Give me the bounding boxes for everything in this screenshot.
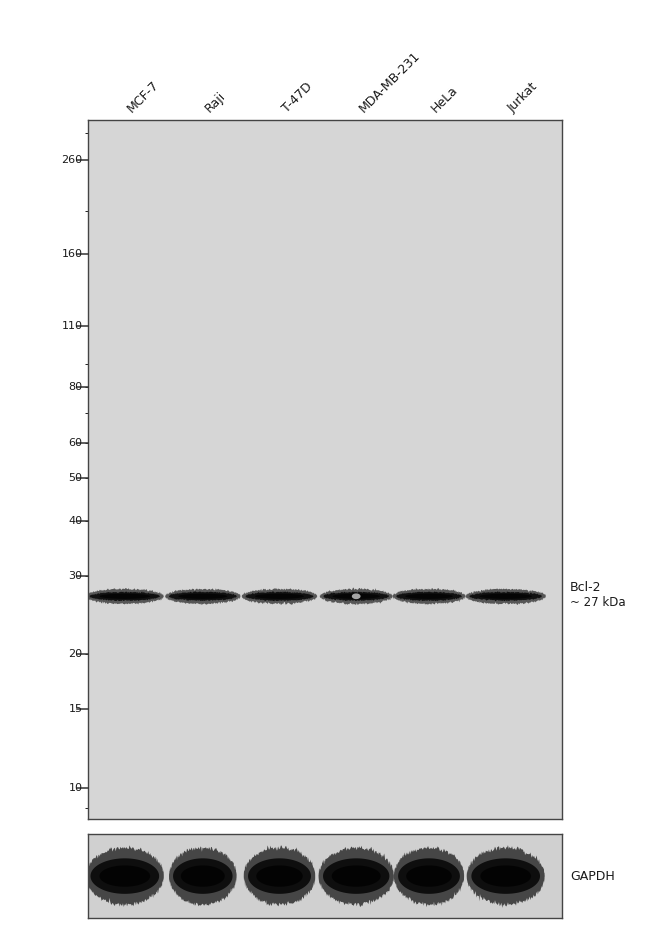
Polygon shape (242, 589, 317, 605)
Polygon shape (323, 858, 389, 894)
Text: HeLa: HeLa (429, 84, 461, 115)
Polygon shape (352, 593, 361, 599)
Polygon shape (480, 593, 532, 599)
Polygon shape (244, 845, 315, 906)
Polygon shape (480, 866, 531, 886)
Polygon shape (173, 858, 233, 894)
Polygon shape (246, 591, 313, 602)
Polygon shape (255, 593, 304, 599)
Text: 260: 260 (61, 155, 83, 165)
Polygon shape (406, 866, 452, 886)
Polygon shape (99, 866, 150, 886)
Polygon shape (90, 858, 159, 894)
Text: GAPDH: GAPDH (570, 870, 615, 883)
Polygon shape (86, 588, 164, 605)
Polygon shape (398, 858, 460, 894)
Polygon shape (324, 592, 389, 601)
Polygon shape (99, 593, 150, 599)
Polygon shape (396, 592, 462, 601)
Polygon shape (467, 845, 545, 908)
Text: 110: 110 (62, 321, 83, 331)
Polygon shape (169, 846, 237, 906)
Text: 80: 80 (68, 382, 83, 393)
Polygon shape (465, 589, 546, 605)
Text: 50: 50 (68, 472, 83, 483)
Polygon shape (394, 846, 464, 907)
Text: T-47D: T-47D (280, 81, 315, 115)
Polygon shape (393, 588, 465, 605)
Polygon shape (469, 592, 542, 601)
Text: Jurkat: Jurkat (506, 81, 541, 115)
Polygon shape (320, 588, 393, 605)
Text: MCF-7: MCF-7 (125, 79, 162, 115)
Text: 15: 15 (68, 704, 83, 715)
Text: MDA-MB-231: MDA-MB-231 (356, 50, 422, 115)
Polygon shape (256, 866, 303, 886)
Polygon shape (333, 593, 380, 599)
Polygon shape (165, 589, 240, 605)
Polygon shape (406, 593, 452, 599)
Text: Bcl-2: Bcl-2 (570, 581, 601, 594)
Polygon shape (471, 858, 540, 894)
Polygon shape (248, 858, 311, 894)
Text: ~ 27 kDa: ~ 27 kDa (570, 596, 626, 609)
Text: 60: 60 (68, 438, 83, 448)
Polygon shape (90, 592, 160, 601)
Polygon shape (332, 866, 381, 886)
Text: 160: 160 (62, 249, 83, 258)
Polygon shape (181, 866, 225, 886)
Polygon shape (169, 592, 237, 601)
Text: 10: 10 (68, 782, 83, 793)
Text: 40: 40 (68, 516, 83, 526)
Polygon shape (318, 846, 394, 907)
Text: 30: 30 (68, 571, 83, 581)
Text: 20: 20 (68, 649, 83, 659)
Polygon shape (178, 593, 228, 599)
Polygon shape (86, 845, 164, 907)
Text: Raji: Raji (203, 90, 228, 115)
